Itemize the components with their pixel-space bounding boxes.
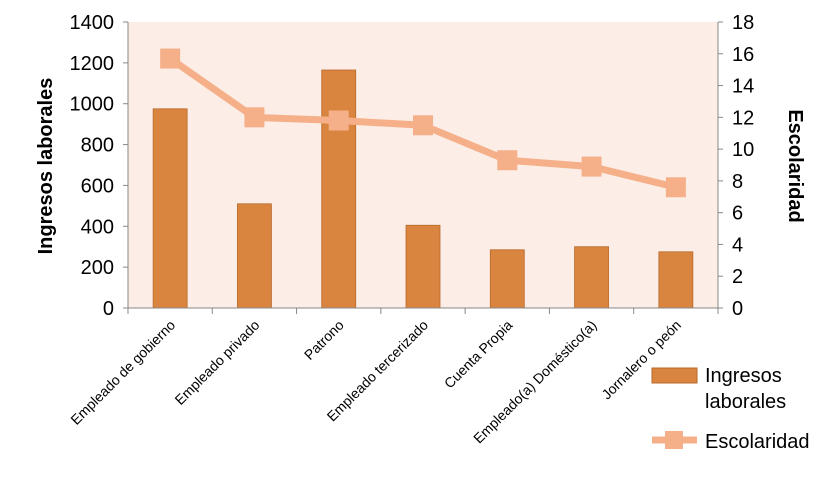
legend-swatch-escolaridad-marker (665, 431, 683, 449)
bar-2 (237, 203, 272, 309)
x-category-label: Cuenta Propia (441, 317, 516, 392)
y-left-tick-label: 400 (81, 216, 114, 238)
bar-5 (489, 249, 525, 309)
y-left-tick-label: 1200 (70, 53, 115, 75)
y-right-tick-label: 6 (732, 203, 743, 225)
y-left-tick-label: 600 (81, 175, 114, 197)
x-category-label: Patrono (301, 317, 347, 363)
bar-3 (321, 69, 357, 309)
y-left-tick-label: 800 (81, 135, 114, 157)
point-escolaridad-1 (160, 48, 181, 69)
y-right-tick-label: 4 (732, 234, 743, 256)
y-right-tick-label: 14 (732, 76, 754, 98)
y-right-tick-label: 2 (732, 266, 743, 288)
bar-4 (405, 224, 441, 309)
legend-label-ingresos-line1: Ingresos (705, 365, 782, 387)
y-axis-left-title: Ingresos laborales (35, 78, 57, 255)
x-category-label: Jornalero o peón (598, 317, 684, 403)
y-right-tick-label: 12 (732, 107, 754, 129)
bar-7 (658, 251, 694, 309)
y-left-tick-label: 1000 (70, 94, 115, 116)
y-right-tick-label: 18 (732, 12, 754, 34)
point-escolaridad-7 (665, 177, 686, 198)
y-left-tick-label: 0 (103, 298, 114, 320)
y-right-tick-label: 16 (732, 44, 754, 66)
legend: Ingresos laborales Escolaridad (651, 365, 810, 453)
y-right-tick-label: 0 (732, 298, 743, 320)
legend-swatch-ingresos (651, 367, 698, 384)
y-left-tick-label: 1400 (70, 12, 115, 34)
x-category-label: Empleado privado (171, 317, 262, 408)
point-escolaridad-6 (581, 156, 602, 177)
point-escolaridad-2 (244, 107, 265, 128)
y-axis-right-title: Escolaridad (784, 109, 806, 222)
point-escolaridad-5 (497, 150, 518, 171)
y-right-tick-label: 10 (732, 139, 754, 161)
y-left-tick-label: 200 (81, 257, 114, 279)
point-escolaridad-4 (413, 115, 433, 136)
x-category-label: Empleado de gobierno (67, 317, 178, 428)
y-right-tick-label: 8 (732, 171, 743, 193)
point-escolaridad-3 (328, 110, 349, 131)
legend-label-escolaridad: Escolaridad (705, 431, 810, 453)
bar-1 (152, 108, 188, 309)
bar-6 (574, 246, 609, 309)
legend-label-ingresos-line2: laborales (705, 391, 786, 413)
